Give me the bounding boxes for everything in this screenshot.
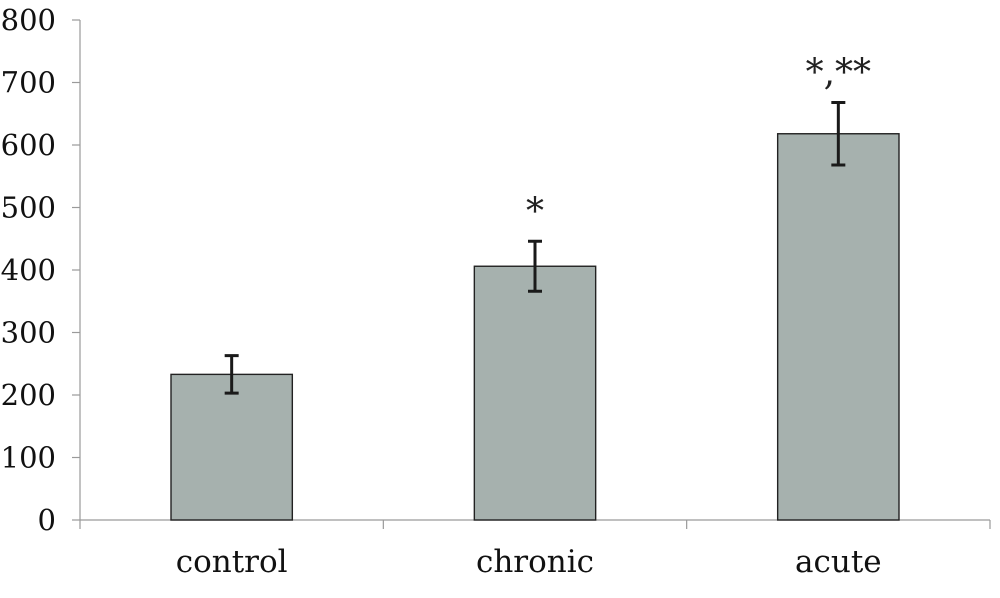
y-tick-label: 600 xyxy=(1,128,56,162)
chart-labels: 0 100 200 300 400 500 600 700 800 control * chronic… xyxy=(1,3,882,580)
x-category-label: control xyxy=(176,544,288,580)
x-category-label: chronic xyxy=(476,544,594,580)
y-tick-label: 400 xyxy=(1,253,56,287)
bar-acute xyxy=(776,133,900,521)
significance-label-chronic: * xyxy=(526,191,544,232)
y-tick-label: 200 xyxy=(1,378,56,412)
y-tick-label: 0 xyxy=(38,503,56,537)
y-tick-label: 300 xyxy=(1,316,56,350)
y-tick-label: 500 xyxy=(1,191,56,225)
bar-control xyxy=(170,373,294,521)
bar-chronic xyxy=(473,265,597,521)
y-tick-label: 700 xyxy=(1,66,56,100)
chart-bars xyxy=(170,101,900,521)
y-tick-label: 800 xyxy=(1,3,56,37)
y-tick-label: 100 xyxy=(1,441,56,475)
x-category-label: acute xyxy=(795,544,882,580)
significance-label-acute: *,** xyxy=(806,53,871,94)
